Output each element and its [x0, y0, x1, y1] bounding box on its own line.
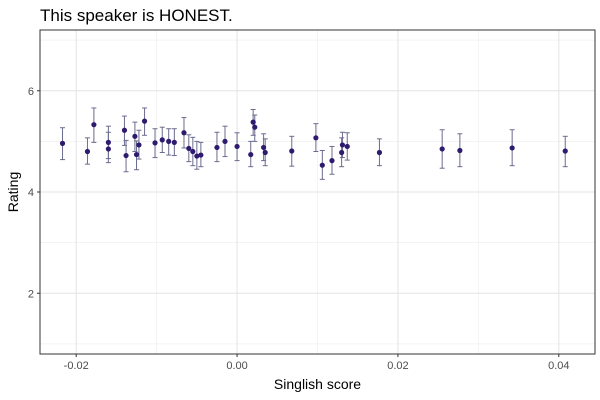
data-point	[123, 152, 129, 159]
data-points	[59, 118, 568, 168]
data-point	[319, 162, 325, 168]
data-point	[376, 149, 383, 156]
data-point	[91, 122, 97, 128]
x-axis: -0.02 0.00 0.02 0.04	[64, 354, 570, 372]
chart-title: This speaker is HONEST.	[40, 6, 233, 25]
data-point	[344, 143, 350, 150]
data-point	[457, 147, 463, 154]
data-point	[248, 151, 254, 158]
data-point	[509, 145, 515, 151]
data-point	[194, 153, 200, 159]
data-point	[261, 144, 267, 151]
y-tick-label: 6	[28, 86, 34, 98]
data-point	[339, 142, 346, 148]
data-point	[252, 124, 258, 130]
x-axis-title: Singlish score	[274, 376, 361, 392]
data-point	[166, 138, 172, 144]
data-point	[562, 148, 568, 154]
x-tick-label: 0.04	[548, 360, 569, 372]
data-point	[171, 139, 177, 145]
data-point	[439, 146, 445, 152]
data-point	[329, 158, 335, 164]
data-point	[250, 119, 256, 125]
y-tick-label: 4	[28, 187, 34, 199]
y-axis: 2 4 6	[28, 86, 40, 300]
data-point	[84, 148, 91, 155]
data-point	[105, 139, 111, 145]
data-point	[181, 130, 187, 136]
x-tick-label: 0.02	[387, 360, 408, 372]
data-point	[132, 133, 138, 139]
data-point	[136, 142, 142, 148]
grid-major	[40, 30, 595, 354]
data-point	[186, 145, 192, 152]
data-point	[222, 138, 228, 144]
data-point	[141, 118, 148, 124]
data-point	[289, 148, 295, 154]
data-point	[59, 140, 66, 146]
x-tick-label: 0.00	[226, 360, 247, 372]
data-point	[152, 140, 158, 146]
data-point	[262, 149, 268, 156]
data-point	[313, 135, 319, 141]
y-axis-title: Rating	[5, 172, 21, 212]
data-point	[234, 143, 240, 150]
data-point	[121, 127, 128, 133]
data-point	[190, 148, 196, 155]
data-point	[105, 146, 111, 152]
data-point	[198, 152, 204, 158]
y-tick-label: 2	[28, 288, 34, 300]
data-point	[133, 151, 140, 158]
data-point	[159, 137, 165, 143]
data-point	[214, 144, 220, 151]
x-tick-label: -0.02	[64, 360, 89, 372]
data-point	[339, 149, 345, 156]
